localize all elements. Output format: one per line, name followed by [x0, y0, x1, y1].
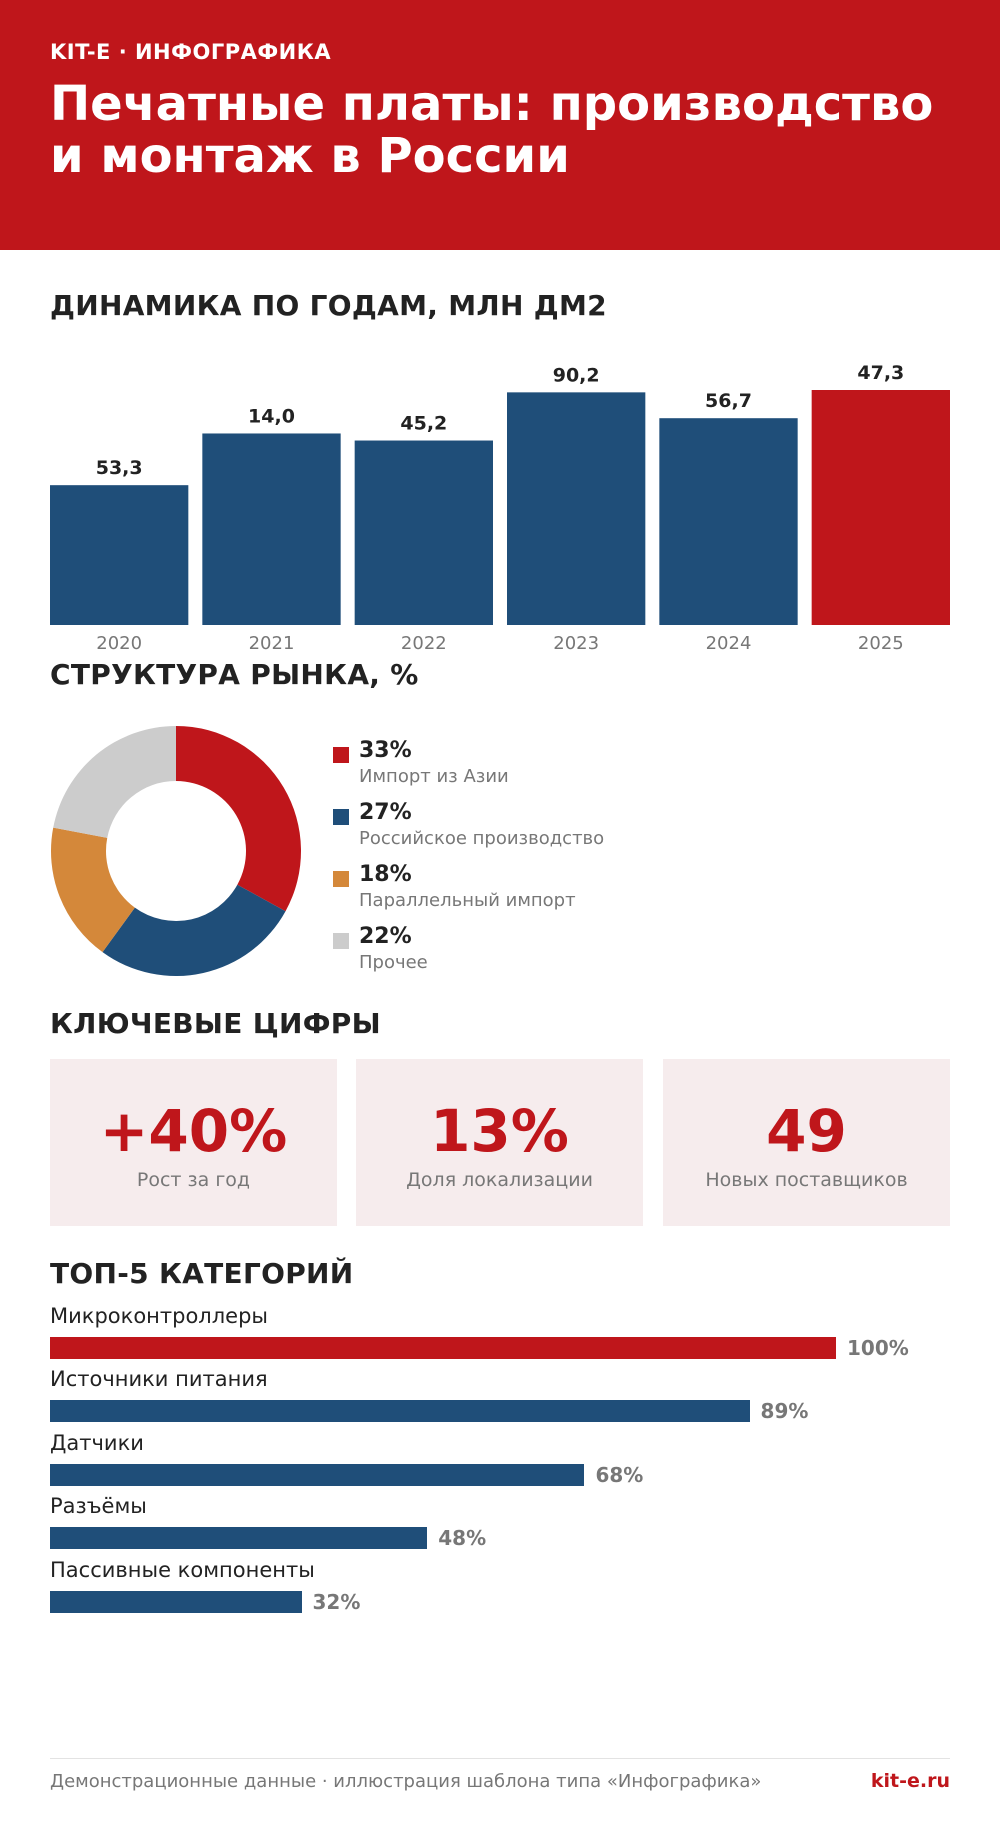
legend-pct: 33% — [359, 738, 412, 763]
category-label: Микроконтроллеры — [50, 1304, 268, 1328]
donut-slice — [102, 884, 286, 976]
category-row: Источники питания 89% — [50, 1367, 950, 1431]
year-bar — [202, 433, 341, 625]
legend-label: Параллельный импорт — [359, 890, 576, 911]
year-bar — [50, 485, 189, 625]
legend-pct: 18% — [359, 862, 412, 887]
legend-label: Импорт из Азии — [359, 766, 509, 787]
year-tick-label: 2023 — [553, 633, 599, 654]
header-banner: KIT-E · ИНФОГРАФИКА Печатные платы: прои… — [0, 0, 1000, 250]
page-title: Печатные платы: производство и монтаж в … — [50, 76, 934, 184]
donut-slice — [53, 726, 176, 838]
year-bar — [811, 390, 950, 625]
footer-site-link[interactable]: kit-e.ru — [870, 1770, 950, 1792]
year-bar — [354, 440, 493, 625]
category-label: Датчики — [50, 1431, 144, 1455]
category-value: 32% — [312, 1590, 361, 1614]
category-value: 48% — [438, 1526, 487, 1550]
category-value: 100% — [847, 1336, 909, 1360]
top5-section-title: ТОП-5 КАТЕГОРИЙ — [50, 1257, 354, 1290]
category-bar — [50, 1400, 750, 1422]
bar-value-label: 90,2 — [553, 364, 600, 386]
category-row: Датчики 68% — [50, 1431, 950, 1495]
category-bar — [50, 1464, 585, 1486]
kpi-value: 13% — [430, 1097, 569, 1165]
category-label: Разъёмы — [50, 1494, 147, 1518]
category-row: Микроконтроллеры 100% — [50, 1304, 950, 1368]
key-figures-section-title: КЛЮЧЕВЫЕ ЦИФРЫ — [50, 1007, 381, 1040]
year-tick-label: 2021 — [249, 633, 295, 654]
legend-label: Прочее — [359, 952, 428, 973]
year-tick-label: 2025 — [858, 633, 904, 654]
year-tick-label: 2022 — [401, 633, 447, 654]
category-value: 89% — [760, 1399, 809, 1423]
kpi-card-localization: 13% Доля локализации — [356, 1059, 643, 1226]
category-bar — [50, 1591, 302, 1613]
bar-value-label: 14,0 — [248, 405, 295, 427]
structure-section-title: СТРУКТУРА РЫНКА, % — [50, 658, 419, 691]
year-tick-label: 2024 — [706, 633, 752, 654]
kpi-value: 49 — [766, 1097, 847, 1165]
legend-swatch — [333, 933, 349, 949]
bar-value-label: 53,3 — [96, 457, 143, 479]
kpi-value: +40% — [99, 1097, 288, 1165]
donut-slice — [50, 827, 135, 953]
yearly-bar-chart: 53,3 2020 14,0 2021 45,2 2022 90,2 2023 56,7 2024… — [50, 362, 950, 654]
category-value: 68% — [595, 1463, 644, 1487]
year-bar — [659, 418, 798, 625]
kpi-cards: +40% Рост за год 13% Доля локализации 49… — [50, 1059, 950, 1226]
kpi-card-suppliers: 49 Новых поставщиков — [663, 1059, 950, 1226]
legend-swatch — [333, 747, 349, 763]
bar-value-label: 47,3 — [857, 362, 904, 384]
category-label: Пассивные компоненты — [50, 1558, 315, 1582]
brand-label: KIT-E · ИНФОГРАФИКА — [50, 40, 332, 64]
legend-pct: 27% — [359, 800, 412, 825]
category-row: Разъёмы 48% — [50, 1494, 950, 1558]
kpi-label: Рост за год — [136, 1169, 251, 1191]
bar-value-label: 56,7 — [705, 390, 752, 412]
year-bar — [507, 392, 646, 625]
dynamics-section-title: ДИНАМИКА ПО ГОДАМ, МЛН ДМ2 — [50, 289, 607, 322]
donut-slice — [176, 726, 301, 912]
legend-pct: 22% — [359, 924, 412, 949]
category-label: Источники питания — [50, 1367, 268, 1391]
market-structure-donut — [50, 726, 301, 976]
footer-note: Демонстрационные данные · иллюстрация ша… — [50, 1771, 762, 1792]
category-bar — [50, 1527, 428, 1549]
year-tick-label: 2020 — [96, 633, 142, 654]
legend-label: Российское производство — [359, 828, 605, 849]
footer-divider — [50, 1758, 950, 1759]
kpi-label: Доля локализации — [406, 1169, 593, 1191]
bar-value-label: 45,2 — [400, 413, 447, 435]
kpi-label: Новых поставщиков — [705, 1169, 908, 1191]
kpi-card-growth: +40% Рост за год — [50, 1059, 337, 1226]
legend-swatch — [333, 871, 349, 887]
legend-swatch — [333, 809, 349, 825]
category-bar — [50, 1337, 836, 1359]
category-row: Пассивные компоненты 32% — [50, 1558, 950, 1622]
